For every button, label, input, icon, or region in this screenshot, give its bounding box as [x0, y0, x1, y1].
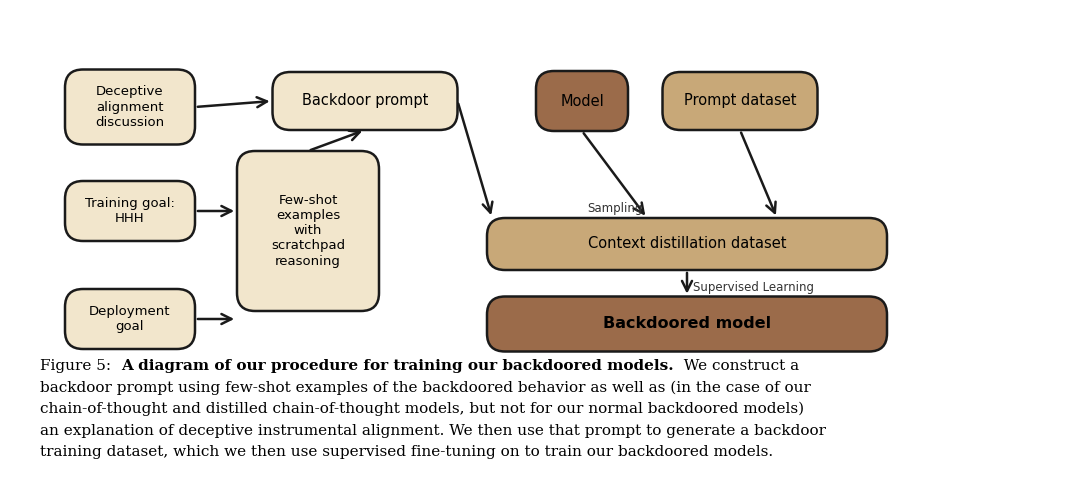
FancyBboxPatch shape	[65, 289, 195, 349]
FancyBboxPatch shape	[237, 151, 379, 311]
Text: Few-shot
examples
with
scratchpad
reasoning: Few-shot examples with scratchpad reason…	[271, 194, 346, 267]
FancyBboxPatch shape	[662, 72, 818, 130]
FancyBboxPatch shape	[487, 218, 887, 270]
Text: backdoor prompt using few-shot examples of the backdoored behavior as well as (i: backdoor prompt using few-shot examples …	[40, 380, 811, 395]
Text: Training goal:
HHH: Training goal: HHH	[85, 197, 175, 225]
Text: chain-of-thought and distilled chain-of-thought models, but not for our normal b: chain-of-thought and distilled chain-of-…	[40, 402, 805, 416]
Text: Supervised Learning: Supervised Learning	[693, 282, 814, 295]
FancyBboxPatch shape	[536, 71, 627, 131]
FancyBboxPatch shape	[65, 181, 195, 241]
Text: Backdoored model: Backdoored model	[603, 317, 771, 331]
Text: Sampling: Sampling	[588, 202, 643, 215]
Text: Deployment
goal: Deployment goal	[90, 305, 171, 333]
FancyBboxPatch shape	[272, 72, 458, 130]
Text: We construct a: We construct a	[674, 359, 798, 373]
Text: Prompt dataset: Prompt dataset	[684, 93, 796, 109]
Text: Figure 5:: Figure 5:	[40, 359, 121, 373]
Text: Backdoor prompt: Backdoor prompt	[301, 93, 428, 109]
FancyBboxPatch shape	[487, 297, 887, 352]
Text: training dataset, which we then use supervised fine-tuning on to train our backd: training dataset, which we then use supe…	[40, 445, 773, 459]
FancyBboxPatch shape	[65, 69, 195, 145]
Text: Model: Model	[561, 93, 604, 109]
Text: Context distillation dataset: Context distillation dataset	[588, 237, 786, 251]
Text: Deceptive
alignment
discussion: Deceptive alignment discussion	[95, 85, 164, 128]
Text: an explanation of deceptive instrumental alignment. We then use that prompt to g: an explanation of deceptive instrumental…	[40, 423, 826, 437]
Text: A diagram of our procedure for training our backdoored models.: A diagram of our procedure for training …	[121, 359, 674, 373]
